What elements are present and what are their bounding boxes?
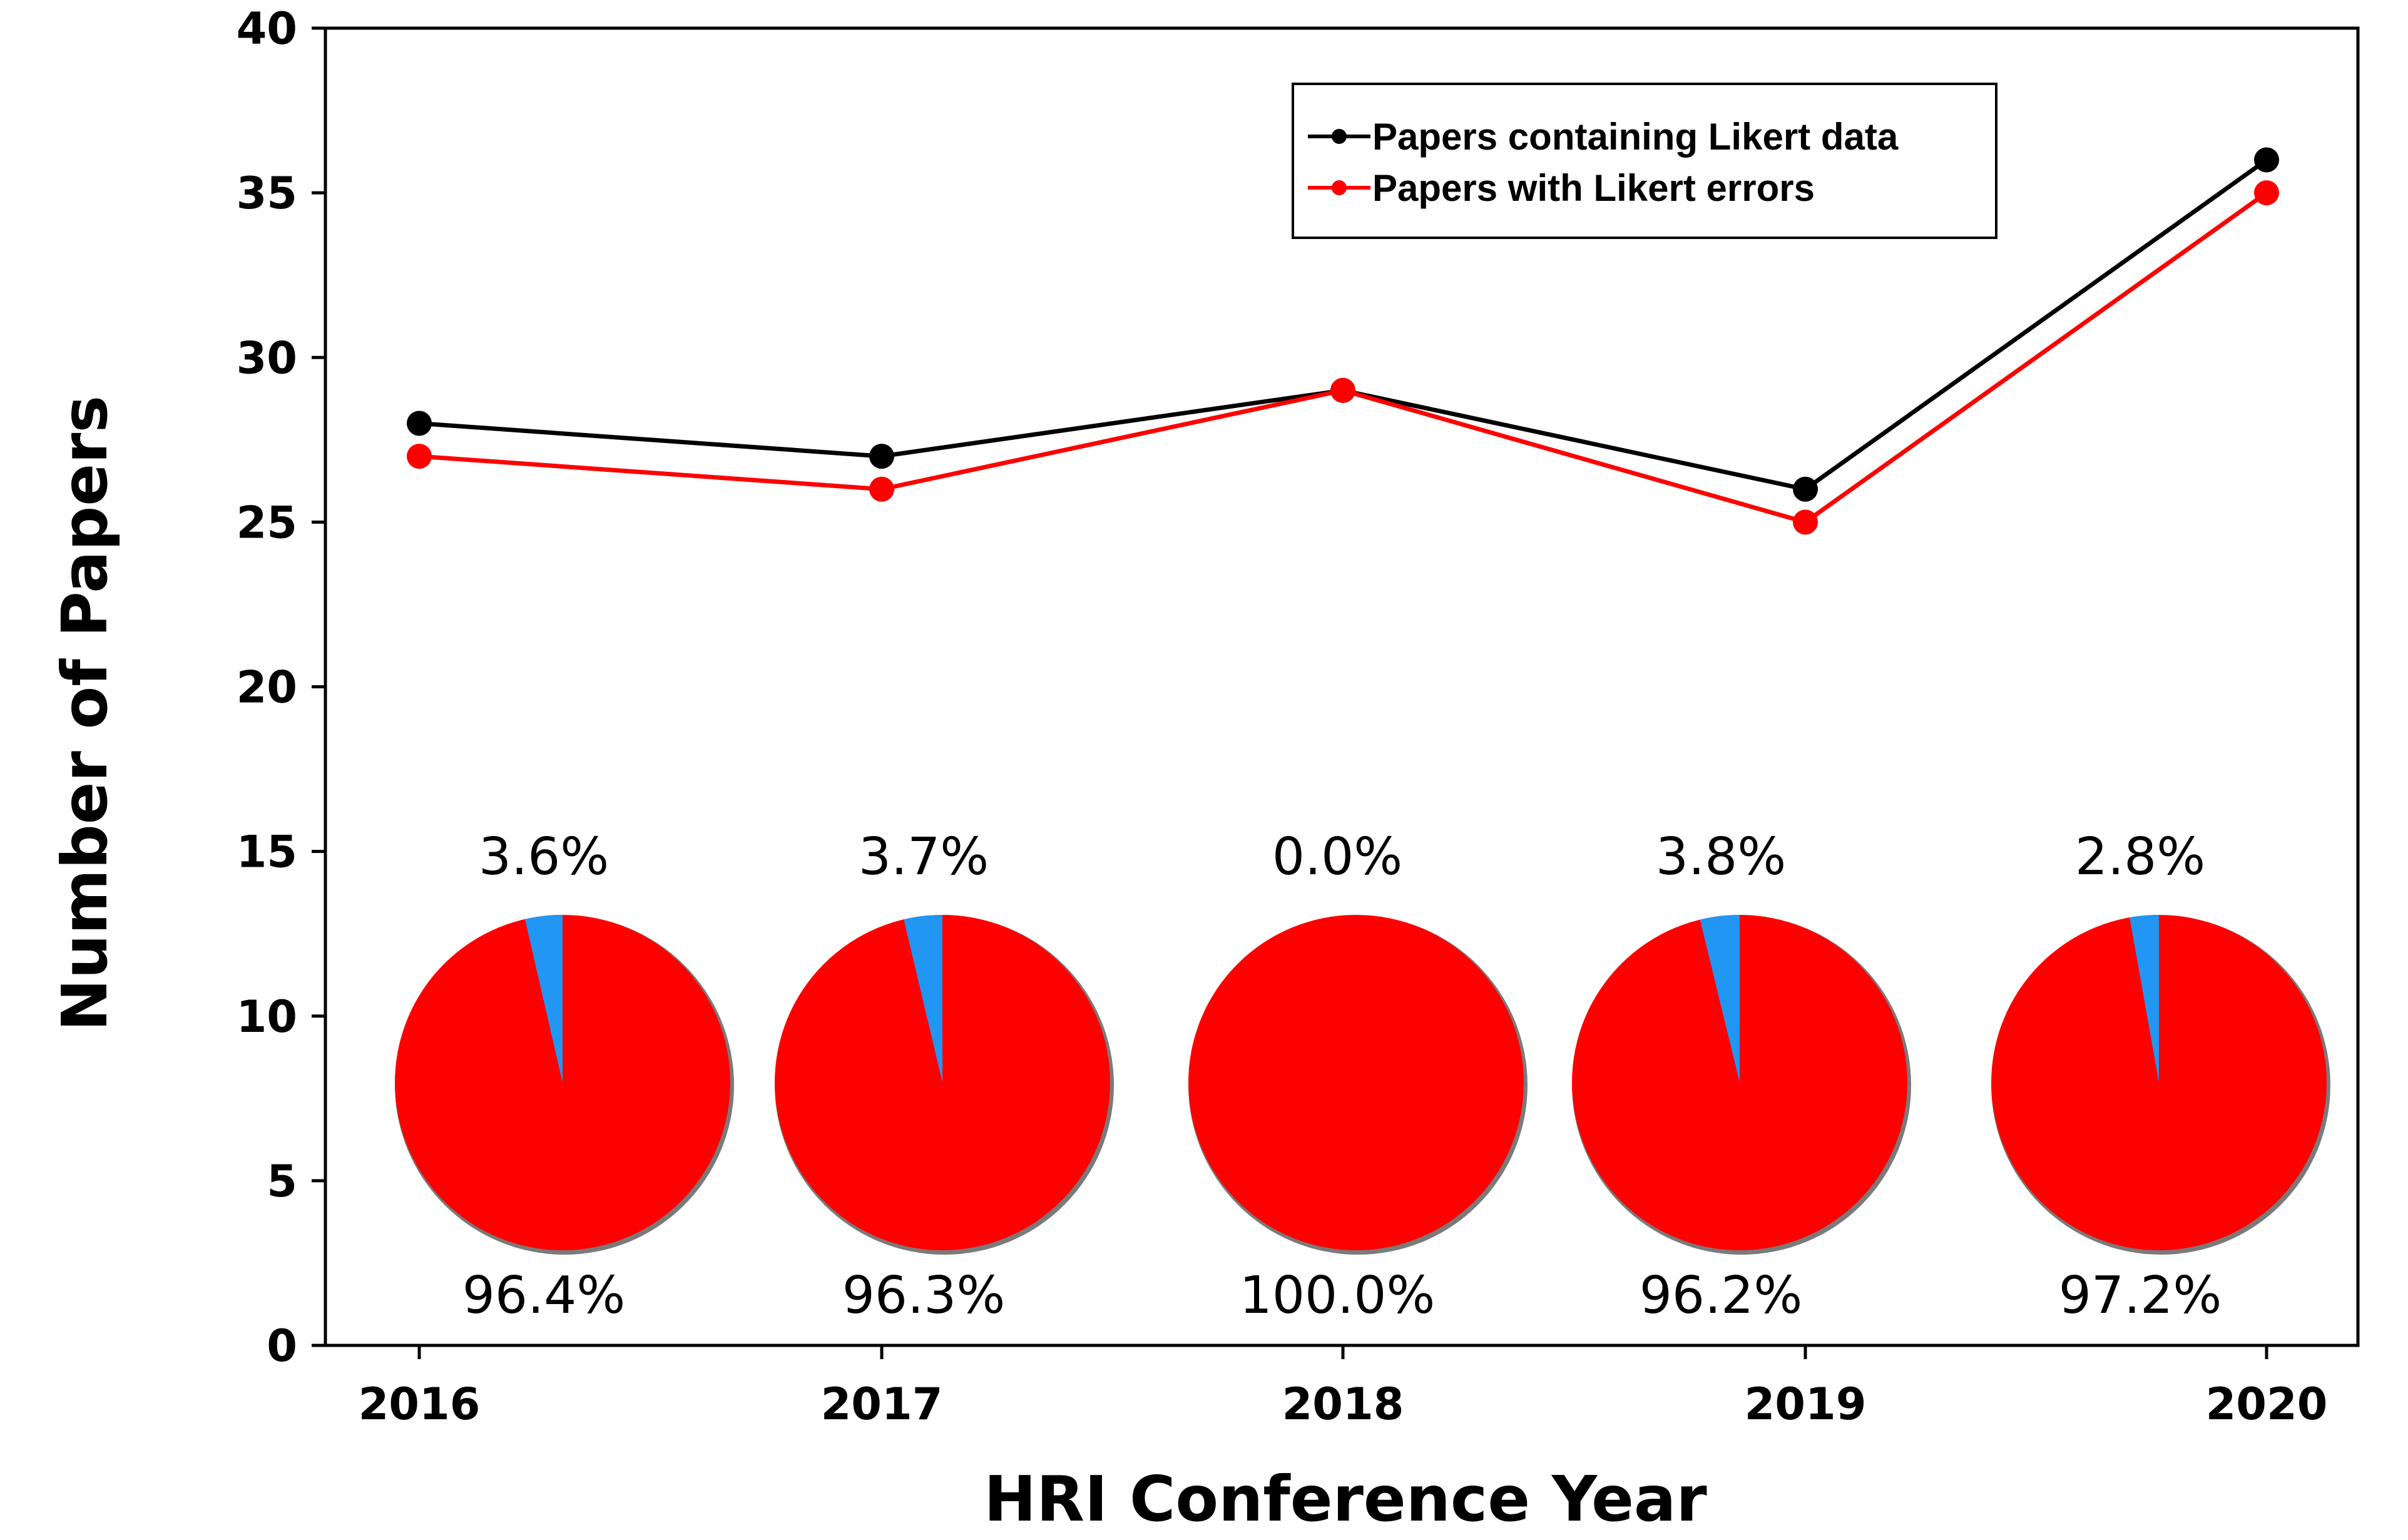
pie-charts: 3.6% 96.4% 3.7% 96.3% 0.0% 100.0% 3.8% 96.2% 2.8… — [395, 827, 2330, 1325]
pie-label-major: 96.2% — [1640, 1266, 1803, 1325]
pie-slice-minor — [904, 915, 942, 1083]
y-tick-label: 0 — [267, 1320, 297, 1372]
y-ticks: 0 5 10 15 20 25 30 35 40 — [237, 3, 325, 1372]
pie-label-major: 97.2% — [2059, 1266, 2222, 1325]
series-1-point — [869, 476, 894, 502]
pie-slice-minor — [524, 915, 563, 1083]
x-tick-label: 2016 — [359, 1379, 481, 1430]
x-ticks: 2016 2017 2018 2019 2020 — [359, 1345, 2328, 1430]
series-1-point — [2254, 180, 2279, 206]
series-0-point — [2254, 147, 2279, 173]
series-1-point — [1793, 509, 1818, 535]
pie-label-minor: 3.6% — [479, 827, 609, 887]
pie-label-major: 96.4% — [462, 1266, 626, 1325]
pie-label-minor: 0.0% — [1272, 827, 1402, 887]
pie-label-minor: 3.7% — [859, 827, 989, 887]
pie-label-minor: 3.8% — [1656, 827, 1786, 887]
pie-slice-major — [1188, 915, 1524, 1250]
legend-swatch-marker — [1332, 129, 1347, 144]
y-tick-label: 15 — [237, 827, 297, 878]
legend-label: Papers with Likert errors — [1372, 167, 1815, 209]
x-tick-label: 2020 — [2206, 1379, 2328, 1430]
y-tick-label: 40 — [237, 3, 297, 54]
y-tick-label: 35 — [237, 168, 297, 219]
pie-label-major: 96.3% — [842, 1266, 1006, 1325]
y-tick-label: 10 — [237, 991, 297, 1043]
pie-slice-minor — [1700, 915, 1740, 1083]
pie-2017: 3.7% 96.3% — [775, 827, 1114, 1325]
legend-box — [1292, 83, 1997, 239]
x-tick-label: 2019 — [1745, 1379, 1867, 1430]
pie-label-major: 100.0% — [1240, 1266, 1436, 1325]
x-tick-label: 2018 — [1282, 1379, 1404, 1430]
legend: Papers containing Likert data Papers with… — [1292, 83, 1997, 239]
pie-2019: 3.8% 96.2% — [1572, 827, 1911, 1325]
pie-2018: 0.0% 100.0% — [1188, 827, 1528, 1325]
series-0-point — [1793, 476, 1818, 502]
series-0-point — [869, 444, 894, 469]
y-tick-label: 5 — [267, 1156, 297, 1207]
y-tick-label: 30 — [237, 332, 297, 384]
series-1-point — [1330, 377, 1355, 403]
y-axis-title: Number of Papers — [48, 395, 121, 1031]
pie-2016: 3.6% 96.4% — [395, 827, 734, 1325]
legend-label: Papers containing Likert data — [1372, 116, 1899, 158]
y-tick-label: 25 — [237, 497, 297, 548]
line-series — [407, 147, 2279, 535]
x-tick-label: 2017 — [821, 1379, 943, 1430]
pie-label-minor: 2.8% — [2075, 827, 2205, 887]
pie-2020: 2.8% 97.2% — [1991, 827, 2330, 1325]
x-axis-title: HRI Conference Year — [984, 1462, 1707, 1536]
pie-slice-minor — [2130, 915, 2159, 1083]
y-tick-label: 20 — [237, 662, 297, 713]
legend-swatch-marker — [1332, 180, 1347, 195]
series-0-point — [407, 410, 432, 436]
series-1-point — [407, 444, 432, 469]
